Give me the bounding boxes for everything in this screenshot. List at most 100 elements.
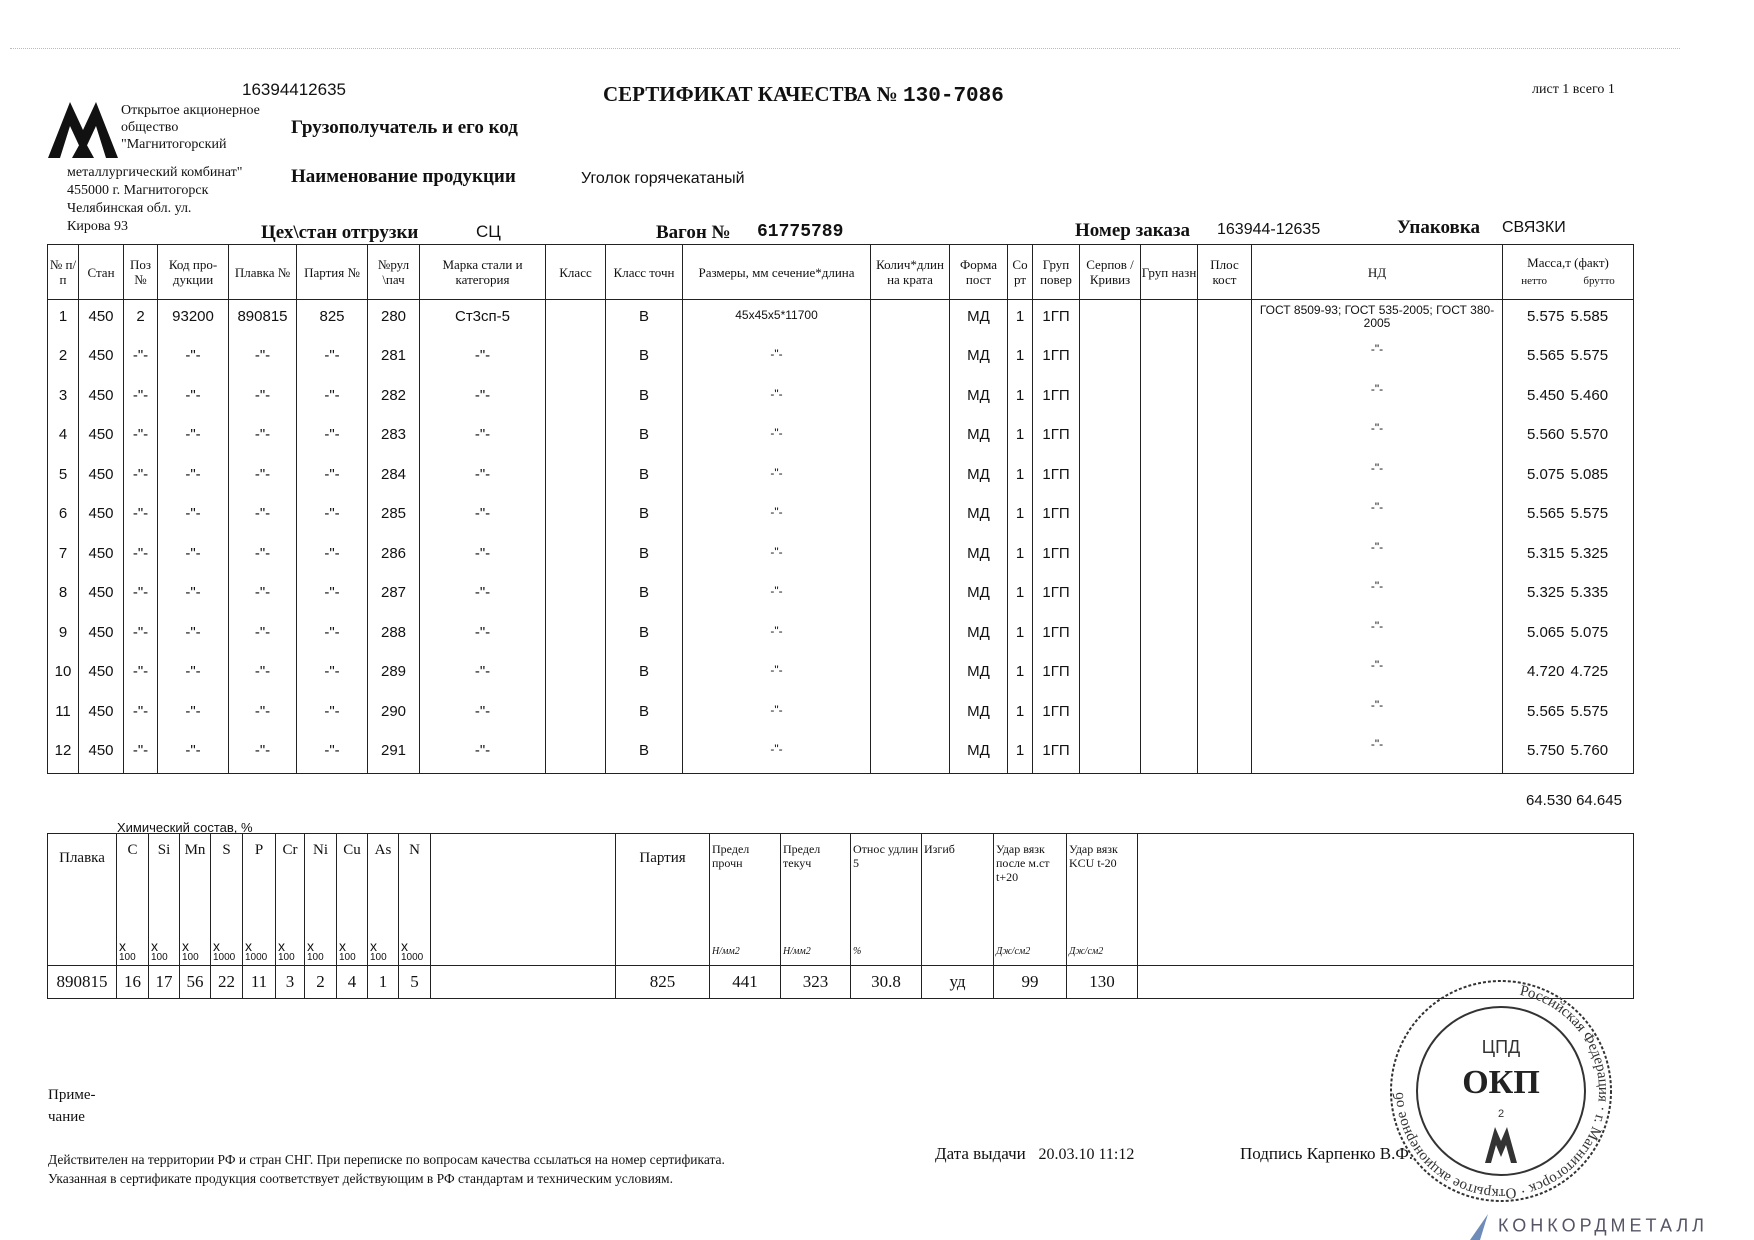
table-cell: -"- [419, 734, 546, 774]
table-cell [545, 655, 606, 695]
batch-cell: 825 [615, 965, 710, 999]
mech-value: 441 [709, 965, 781, 999]
table-cell [1140, 694, 1198, 734]
column-header: № п/п [47, 244, 79, 300]
table-cell: -"- [419, 339, 546, 379]
column-header: НД [1251, 244, 1503, 300]
table-cell: -"- [296, 536, 368, 576]
multiplier-value: 1000 [213, 952, 236, 963]
table-row: 5 450 -"- -"- -"- -"- 284 -"- В -"- МД 1 1ГП -"- 5.075… [47, 457, 1634, 497]
table-cell [545, 576, 606, 616]
table-cell: 450 [78, 299, 124, 339]
table-cell: -"- [228, 694, 297, 734]
table-cell: 4.720 [1502, 655, 1568, 695]
table-cell: 5.575 [1502, 299, 1568, 339]
table-cell [1197, 299, 1252, 339]
table-cell: 450 [78, 615, 124, 655]
mech-unit: % [853, 946, 862, 957]
okp-stamp-icon: Российская Федерация · г. Магнитогорск ·… [1385, 975, 1612, 1202]
table-cell: 5.575 [1567, 694, 1634, 734]
table-cell: 5.565 [1502, 497, 1568, 537]
table-cell [1197, 655, 1252, 695]
table-cell: 450 [78, 536, 124, 576]
company-line: Открытое акционерное [121, 103, 260, 118]
table-cell: 1 [1007, 378, 1033, 418]
mech-value: 99 [993, 965, 1067, 999]
element-header: Si x 100 [148, 833, 180, 966]
table-cell: -"- [157, 734, 229, 774]
table-cell: -"- [296, 457, 368, 497]
multiplier-value: 1000 [401, 952, 424, 963]
column-header: №рул \пач [367, 244, 420, 300]
table-cell: 10 [47, 655, 79, 695]
table-cell [870, 655, 950, 695]
multiplier-value: 1000 [245, 952, 268, 963]
element-value: 11 [242, 965, 276, 999]
table-cell [1079, 576, 1141, 616]
table-row: 12 450 -"- -"- -"- -"- 291 -"- В -"- МД 1 1ГП -"- 5.75… [47, 734, 1634, 774]
multiplier-x: x [151, 938, 158, 954]
table-cell: -"- [682, 418, 871, 458]
column-header: Размеры, мм сечение*длина [682, 244, 871, 300]
table-cell: 5.460 [1567, 378, 1634, 418]
svg-text:2: 2 [1498, 1108, 1504, 1120]
table-cell [1079, 734, 1141, 774]
table-cell: В [605, 694, 683, 734]
element-symbol: Cr [282, 842, 298, 858]
table-cell [1079, 655, 1141, 695]
table-cell: В [605, 497, 683, 537]
table-cell [1140, 655, 1198, 695]
document-code: 16394412635 [242, 80, 347, 99]
table-cell: МД [949, 378, 1008, 418]
mass-subheader-label: брутто [1583, 275, 1615, 287]
element-multiplier: x 100 [119, 939, 136, 963]
issue-date: 20.03.10 11:12 [1038, 1146, 1135, 1163]
column-header: Серпов /Кривиз [1079, 244, 1141, 300]
table-cell: -"- [682, 655, 871, 695]
table-cell: -"- [123, 655, 158, 695]
table-cell [870, 497, 950, 537]
element-symbol: S [222, 842, 231, 858]
table-cell: -"- [1251, 655, 1503, 695]
table-cell: 1ГП [1032, 615, 1080, 655]
validity-line: Действителен на территории РФ и стран СН… [48, 1152, 725, 1167]
company-line: металлургический комбинат" [67, 165, 243, 180]
element-header: Mn x 100 [179, 833, 211, 966]
table-cell: 1 [1007, 694, 1033, 734]
validity-text: Действителен на территории РФ и стран СН… [48, 1150, 725, 1188]
table-cell: 450 [78, 497, 124, 537]
table-cell: 450 [78, 694, 124, 734]
element-value: 22 [210, 965, 243, 999]
table-cell: 6 [47, 497, 79, 537]
multiplier-x: x [307, 938, 314, 954]
table-cell: 5.565 [1502, 339, 1568, 379]
table-cell: -"- [1251, 734, 1503, 774]
element-value: 4 [336, 965, 368, 999]
table-cell: 1ГП [1032, 576, 1080, 616]
table-cell [545, 615, 606, 655]
element-symbol: Mn [184, 842, 206, 858]
table-cell [1197, 734, 1252, 774]
table-cell: -"- [1251, 497, 1503, 537]
mass-subheader: нетто брутто [1504, 274, 1633, 289]
multiplier-value: 100 [307, 952, 324, 963]
table-row: 8 450 -"- -"- -"- -"- 287 -"- В -"- МД 1 1ГП -"- 5.325… [47, 576, 1634, 616]
table-cell: МД [949, 576, 1008, 616]
table-cell [1079, 418, 1141, 458]
element-multiplier: x 1000 [401, 939, 424, 963]
table-cell: -"- [296, 615, 368, 655]
table-cell: -"- [228, 497, 297, 537]
table-cell [870, 536, 950, 576]
table-cell: 4 [47, 418, 79, 458]
table-cell: 1 [1007, 497, 1033, 537]
multiplier-value: 100 [278, 952, 295, 963]
table-cell [1140, 457, 1198, 497]
table-cell: 5.570 [1567, 418, 1634, 458]
company-address: металлургический комбинат" 455000 г. Маг… [67, 164, 243, 236]
table-cell: -"- [296, 734, 368, 774]
table-cell: В [605, 457, 683, 497]
table-cell: -"- [682, 536, 871, 576]
multiplier-value: 100 [370, 952, 387, 963]
